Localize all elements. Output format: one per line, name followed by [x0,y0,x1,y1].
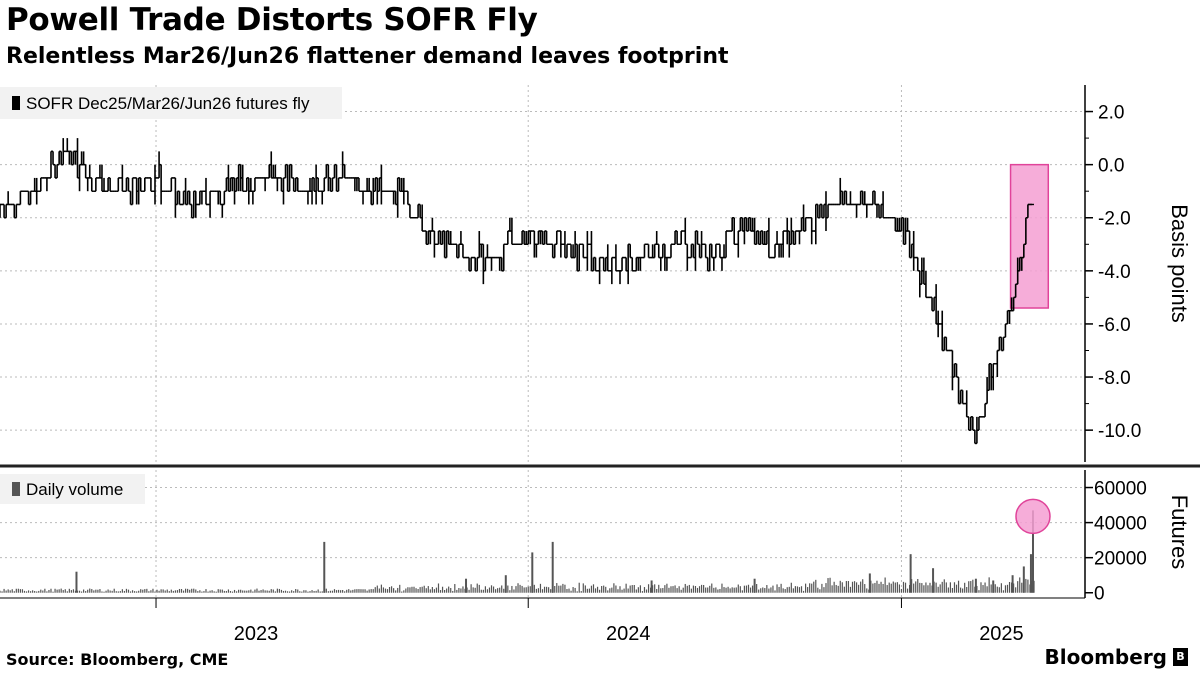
y-tick-label: -2.0 [1098,209,1131,230]
source-note: Source: Bloomberg, CME [6,650,229,669]
y-tick-label: -4.0 [1098,262,1131,283]
price-legend-swatch [12,96,20,110]
volume-y-label: Futures [1167,495,1192,570]
x-tick-label: 2023 [234,623,279,645]
brand-text: Bloomberg [1044,645,1167,669]
y-tick-label: 40000 [1094,514,1147,535]
y-tick-label: -6.0 [1098,315,1131,336]
volume-series [0,510,1035,593]
price-panel: 2.0 0.0 -2.0 -4.0 -6.0 -8.0 -10.0 Basis points… [0,85,1192,462]
y-tick-label: 0 [1094,584,1105,605]
y-tick-label: 60000 [1094,479,1147,500]
fly-series [0,138,1034,445]
volume-legend-swatch [12,482,20,496]
highlight-circle [1015,498,1051,535]
price-x-gridlines [155,85,902,462]
x-tick-label: 2025 [979,623,1024,645]
bloomberg-logo: Bloomberg B [1045,645,1188,669]
price-legend-label: SOFR Dec25/Mar26/Jun26 futures fly [26,94,310,113]
x-axis-ticks: 2023 2024 2025 [0,597,1085,645]
price-legend-background [0,87,342,119]
y-tick-label: -10.0 [1098,421,1141,442]
y-tick-label: -8.0 [1098,368,1131,389]
volume-x-gridlines [155,470,902,598]
y-tick-label: 0.0 [1098,156,1124,177]
volume-legend-background [0,474,145,504]
y-tick-label: 2.0 [1098,103,1124,124]
volume-legend-label: Daily volume [26,480,123,499]
price-y-ticks: 2.0 0.0 -2.0 -4.0 -6.0 -8.0 -10.0 [1085,103,1141,442]
volume-panel: 60000 40000 20000 0 Futures Daily volume [0,470,1192,605]
x-tick-label: 2024 [606,623,651,645]
volume-y-ticks: 60000 40000 20000 0 [1085,479,1147,605]
chart-subtitle: Relentless Mar26/Jun26 flattener demand … [6,44,729,69]
terminal-icon: B [1173,648,1188,666]
volume-gridlines [0,487,1085,559]
y-tick-label: 20000 [1094,549,1147,570]
chart-title: Powell Trade Distorts SOFR Fly [6,2,538,38]
price-y-label: Basis points [1167,204,1192,323]
